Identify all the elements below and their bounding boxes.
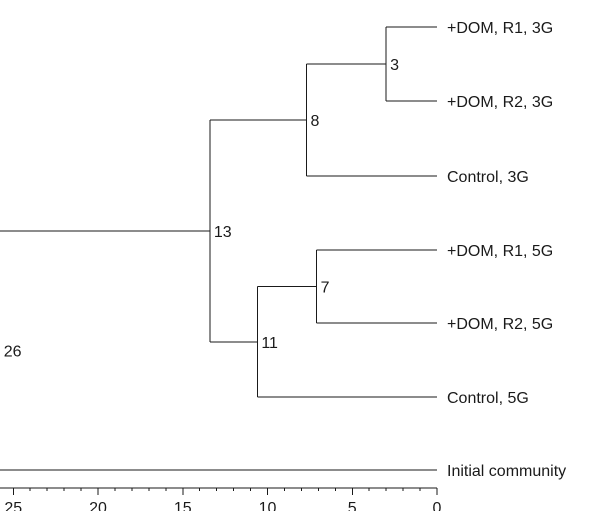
x-tick-label: 5 [348,500,357,511]
node-height-label: 8 [310,113,319,130]
leaf-label: +DOM, R2, 3G [447,94,553,111]
x-axis: 25 20 15 10 5 0 [0,487,442,511]
dendrogram-branches [0,26,437,471]
node-height-label: 26 [4,343,22,360]
node-height-label: 11 [261,335,278,352]
node-height-label: 7 [321,280,330,297]
leaf-labels: +DOM, R1, 3G +DOM, R2, 3G Control, 3G +DOM,… [447,20,566,480]
node-labels: 3 8 7 11 13 26 [4,57,399,360]
leaf-label: Control, 5G [447,390,529,407]
leaf-label: +DOM, R2, 5G [447,316,553,333]
x-tick-label: 20 [89,500,107,511]
x-tick-label: 15 [174,500,192,511]
x-tick-label: 25 [4,500,22,511]
leaf-label: +DOM, R1, 5G [447,243,553,260]
leaf-label: Control, 3G [447,169,529,186]
node-height-label: 3 [390,57,399,74]
x-tick-label: 0 [433,500,442,511]
node-height-label: 13 [214,224,232,241]
leaf-label: +DOM, R1, 3G [447,20,553,37]
leaf-label: Initial community [447,463,566,480]
x-tick-label: 10 [259,500,277,511]
